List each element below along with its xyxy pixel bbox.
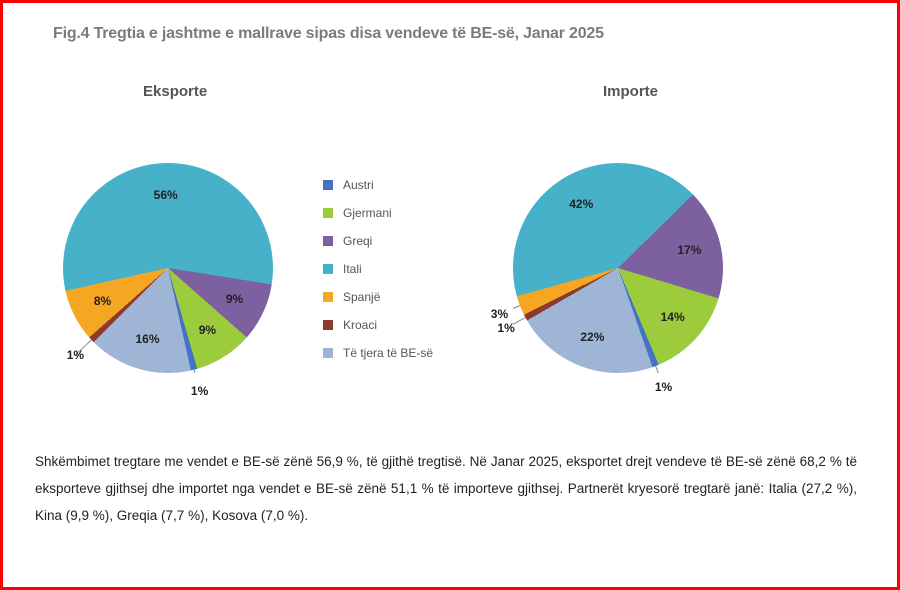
- imports-title: Importe: [603, 83, 658, 100]
- legend-item: Itali: [323, 262, 493, 276]
- legend-label: Itali: [343, 262, 362, 276]
- legend-item: Spanjë: [323, 290, 493, 304]
- body-text: Shkëmbimet tregtare me vendet e BE-së zë…: [35, 448, 857, 529]
- figure-title: Fig.4 Tregtia e jashtme e mallrave sipas…: [53, 25, 604, 43]
- legend-label: Spanjë: [343, 290, 380, 304]
- legend-swatch: [323, 348, 333, 358]
- legend-swatch: [323, 180, 333, 190]
- legend-label: Greqi: [343, 234, 372, 248]
- pie-slice-label: 16%: [135, 332, 159, 346]
- legend-label: Gjermani: [343, 206, 392, 220]
- legend-swatch: [323, 236, 333, 246]
- pie-slice-label: 8%: [94, 294, 111, 308]
- pie-slice-label: 42%: [569, 197, 593, 211]
- figure-frame: Fig.4 Tregtia e jashtme e mallrave sipas…: [0, 0, 900, 590]
- legend-item: Gjermani: [323, 206, 493, 220]
- legend-item: Austri: [323, 178, 493, 192]
- legend-swatch: [323, 264, 333, 274]
- legend-swatch: [323, 320, 333, 330]
- pie-slice-label: 1%: [67, 348, 84, 362]
- legend-swatch: [323, 208, 333, 218]
- exports-pie: 1%8%56%9%9%1%16%: [63, 163, 273, 373]
- pie-slice-label: 14%: [661, 310, 685, 324]
- legend-label: Austri: [343, 178, 374, 192]
- pie-slice-label: 17%: [677, 243, 701, 257]
- exports-title: Eksporte: [143, 83, 207, 100]
- pie-slice-label: 9%: [199, 323, 216, 337]
- imports-pie: 1%3%42%17%14%1%22%: [513, 163, 723, 373]
- legend-swatch: [323, 292, 333, 302]
- pie-slice-label: 1%: [191, 384, 208, 398]
- legend-item: Greqi: [323, 234, 493, 248]
- legend-label: Të tjera të BE-së: [343, 346, 433, 360]
- pie-slice-label: 9%: [226, 292, 243, 306]
- legend-item: Të tjera të BE-së: [323, 346, 493, 360]
- pie-slice-label: 3%: [491, 307, 508, 321]
- pie-slice-label: 1%: [497, 321, 514, 335]
- pie-slice-label: 22%: [580, 330, 604, 344]
- legend-item: Kroaci: [323, 318, 493, 332]
- pie-slice-label: 1%: [655, 380, 672, 394]
- legend: Austri Gjermani Greqi Itali Spanjë Kroaci Të t…: [323, 178, 493, 374]
- legend-label: Kroaci: [343, 318, 377, 332]
- pie-slice-label: 56%: [154, 188, 178, 202]
